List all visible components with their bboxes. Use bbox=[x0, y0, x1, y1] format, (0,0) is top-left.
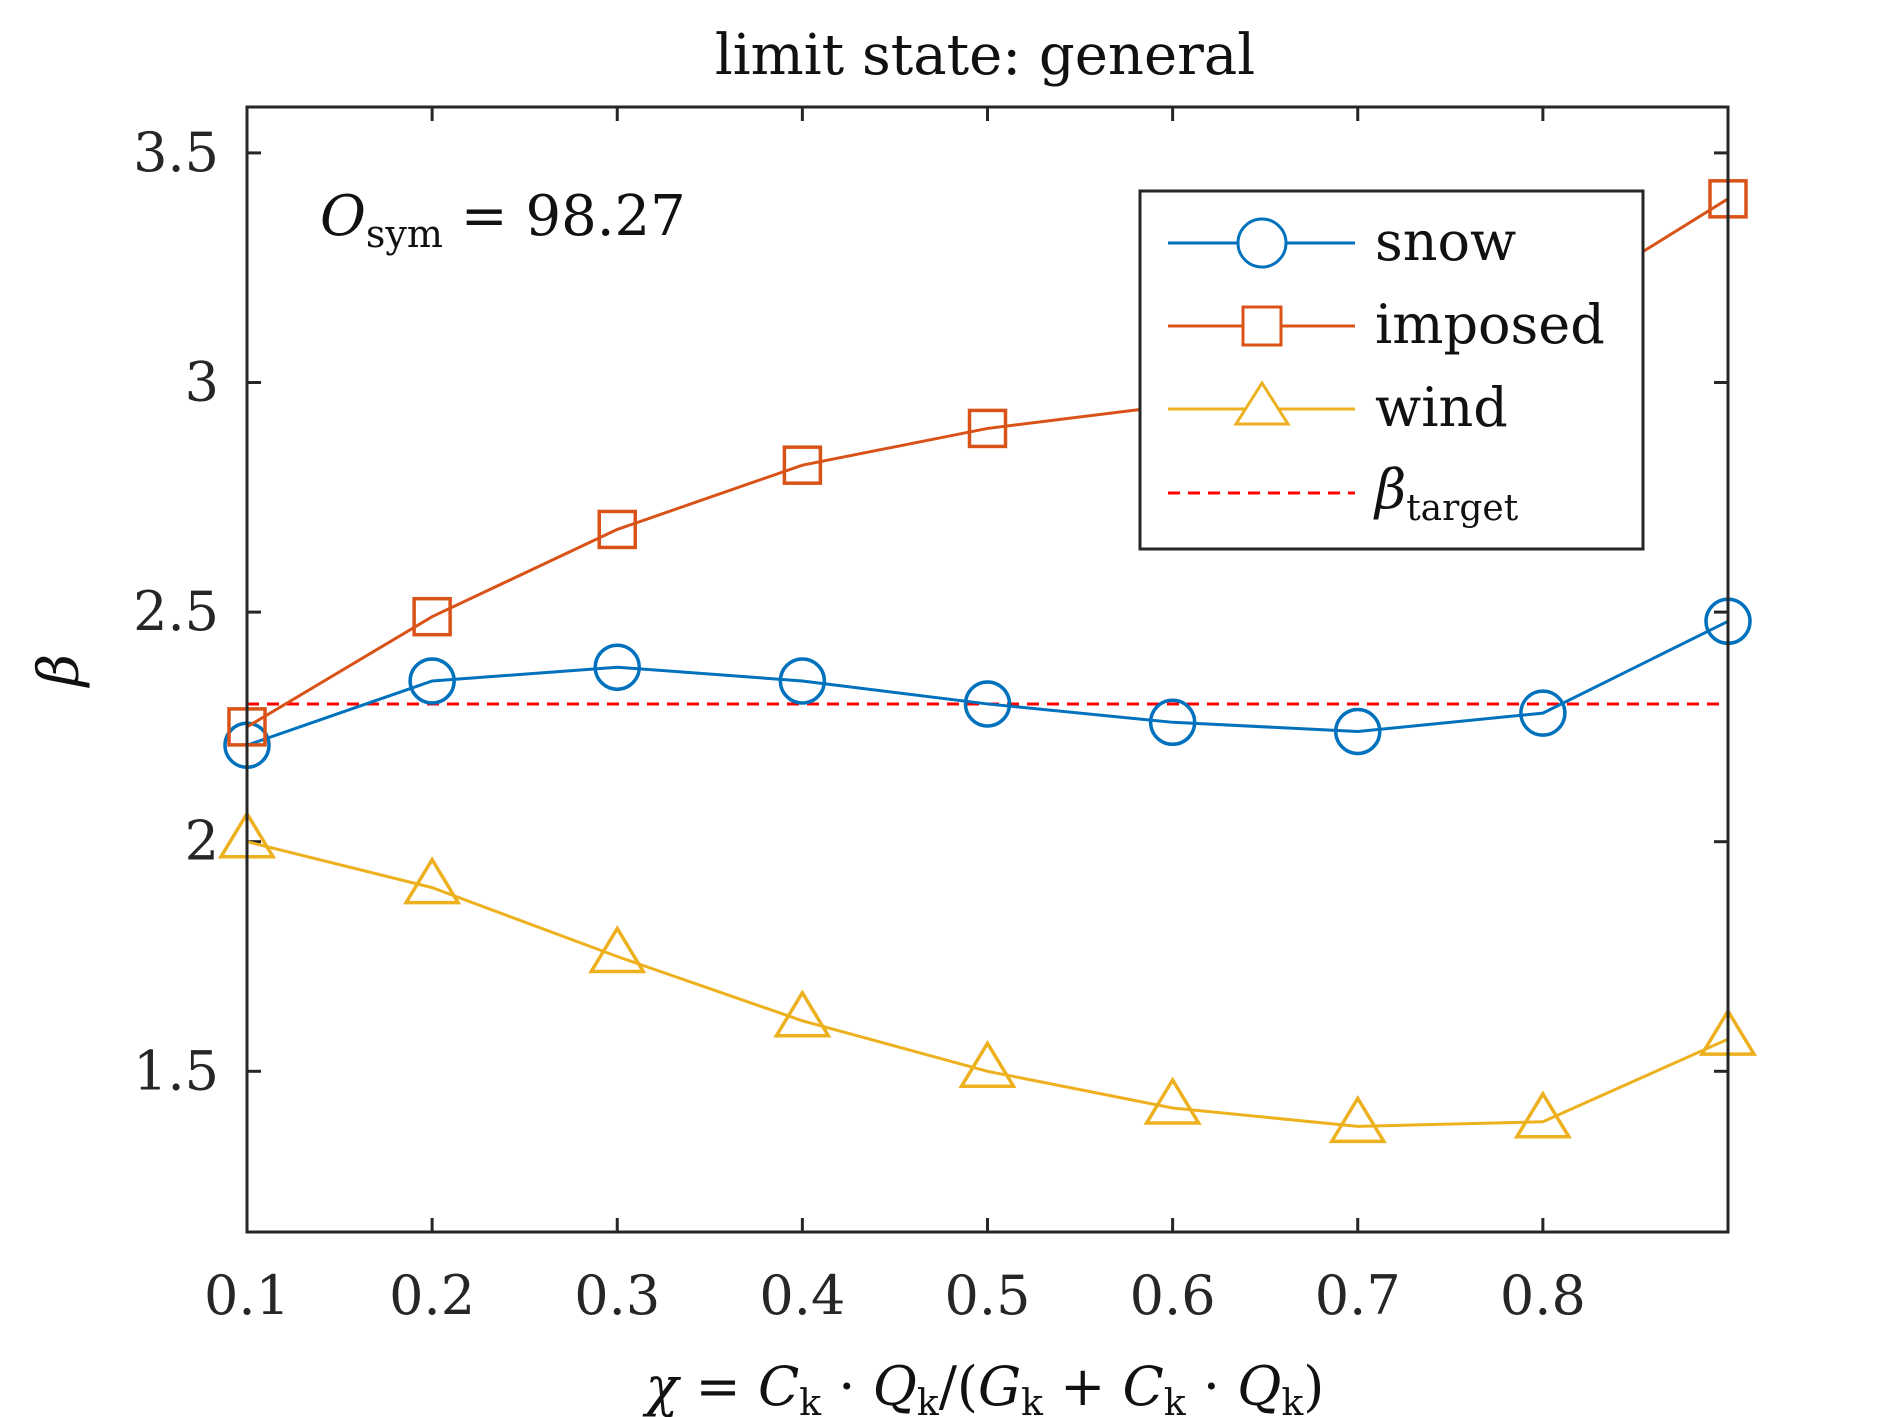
legend-label-wind: wind bbox=[1375, 376, 1508, 439]
xlabel-g: G bbox=[978, 1355, 1021, 1417]
legend-label-snow: snow bbox=[1375, 210, 1516, 273]
snow-point-0.2 bbox=[408, 657, 456, 705]
legend-marker-imposed bbox=[1241, 305, 1283, 347]
series-line-wind bbox=[246, 840, 1729, 1128]
snow-point-0.4 bbox=[778, 657, 827, 705]
xlabel-chi: χ bbox=[642, 1355, 682, 1417]
xlabel-q2: Q bbox=[1237, 1355, 1281, 1417]
wind-point-0.2 bbox=[403, 856, 462, 905]
imposed-point-0.3 bbox=[597, 509, 637, 550]
x-tick-label-0.7: 0.7 bbox=[1315, 1264, 1401, 1327]
legend-box bbox=[1138, 189, 1645, 551]
x-tick-label-0.5: 0.5 bbox=[945, 1264, 1031, 1327]
legend-item-wind: wind bbox=[1168, 376, 1508, 439]
legend-marker-snow bbox=[1236, 217, 1288, 269]
legend-target-subscript: target bbox=[1406, 488, 1518, 529]
symmetry-annotation: Osym = 98.27 bbox=[320, 184, 686, 256]
legend-target-symbol: β bbox=[1373, 458, 1406, 521]
xlabel-c1: C bbox=[758, 1355, 799, 1417]
chart-title: limit state: general bbox=[715, 23, 1255, 88]
legend-item-snow: snow bbox=[1168, 210, 1516, 273]
annotation-symbol: O bbox=[320, 184, 366, 249]
imposed-point-0.2 bbox=[412, 596, 452, 637]
xlabel-dot1: · bbox=[821, 1355, 873, 1417]
x-tick-label-0.8: 0.8 bbox=[1500, 1264, 1586, 1327]
x-axis-label: χ = Ck · Qk/(Gk + Ck · Qk) bbox=[642, 1355, 1325, 1417]
xlabel-k5: k bbox=[1281, 1383, 1304, 1417]
y-tick-label-2.5: 2.5 bbox=[133, 580, 219, 643]
x-tick-label-0.2: 0.2 bbox=[389, 1264, 475, 1327]
xlabel-k4: k bbox=[1164, 1383, 1187, 1417]
x-tick-label-0.4: 0.4 bbox=[759, 1264, 845, 1327]
snow-point-0.3 bbox=[593, 643, 641, 691]
series-line-snow bbox=[246, 619, 1729, 747]
imposed-point-0.5 bbox=[967, 408, 1008, 449]
xlabel-k3: k bbox=[1021, 1383, 1044, 1417]
xlabel-q1: Q bbox=[873, 1355, 917, 1417]
series-snow bbox=[223, 597, 1752, 770]
y-tick-label-3: 3 bbox=[185, 351, 219, 414]
ticks-layer: 0.1 0.2 0.3 0.4 0.5 0.6 0.7 0.8 1.5 2 2.5 3 3.5 bbox=[133, 107, 1728, 1327]
legend-item-imposed: imposed bbox=[1168, 293, 1605, 356]
axes-box bbox=[245, 105, 1730, 1234]
xlabel-close: ) bbox=[1303, 1355, 1324, 1417]
legend-label-target: βtarget bbox=[1373, 458, 1519, 529]
snow-point-0.5 bbox=[963, 680, 1012, 728]
legend-label-imposed: imposed bbox=[1375, 293, 1605, 356]
xlabel-eq: = bbox=[678, 1355, 758, 1417]
y-tick-label-1.5: 1.5 bbox=[133, 1039, 219, 1102]
wind-point-0.8 bbox=[1513, 1090, 1572, 1139]
y-tick-label-2: 2 bbox=[185, 810, 219, 873]
xlabel-slash: /( bbox=[939, 1355, 978, 1417]
xlabel-plus: + bbox=[1043, 1355, 1123, 1417]
imposed-point-0.4 bbox=[782, 445, 823, 485]
xlabel-k1: k bbox=[799, 1383, 822, 1417]
wind-point-0.3 bbox=[588, 925, 647, 974]
snow-point-0.8 bbox=[1519, 689, 1567, 737]
wind-point-0.5 bbox=[958, 1039, 1017, 1089]
x-tick-label-0.3: 0.3 bbox=[574, 1264, 660, 1327]
y-axis-label: β bbox=[27, 654, 92, 688]
xlabel-dot2: · bbox=[1186, 1355, 1238, 1417]
snow-point-0.6 bbox=[1148, 698, 1197, 747]
legend-item-target: βtarget bbox=[1168, 458, 1519, 529]
legend: snow imposed wind βtarget bbox=[1138, 189, 1645, 551]
x-tick-label-0.6: 0.6 bbox=[1130, 1264, 1216, 1327]
xlabel-k2: k bbox=[917, 1383, 940, 1417]
wind-point-0.4 bbox=[773, 989, 832, 1038]
y-tick-label-3.5: 3.5 bbox=[133, 121, 219, 184]
legend-marker-wind bbox=[1233, 380, 1291, 426]
x-tick-label-0.1: 0.1 bbox=[204, 1264, 290, 1327]
annotation-subscript: sym bbox=[366, 212, 443, 256]
snow-point-0.7 bbox=[1334, 707, 1382, 756]
xlabel-c2: C bbox=[1123, 1355, 1164, 1417]
annotation-value: = 98.27 bbox=[443, 184, 686, 249]
wind-point-0.6 bbox=[1143, 1076, 1202, 1125]
wind-point-0.7 bbox=[1328, 1095, 1387, 1144]
